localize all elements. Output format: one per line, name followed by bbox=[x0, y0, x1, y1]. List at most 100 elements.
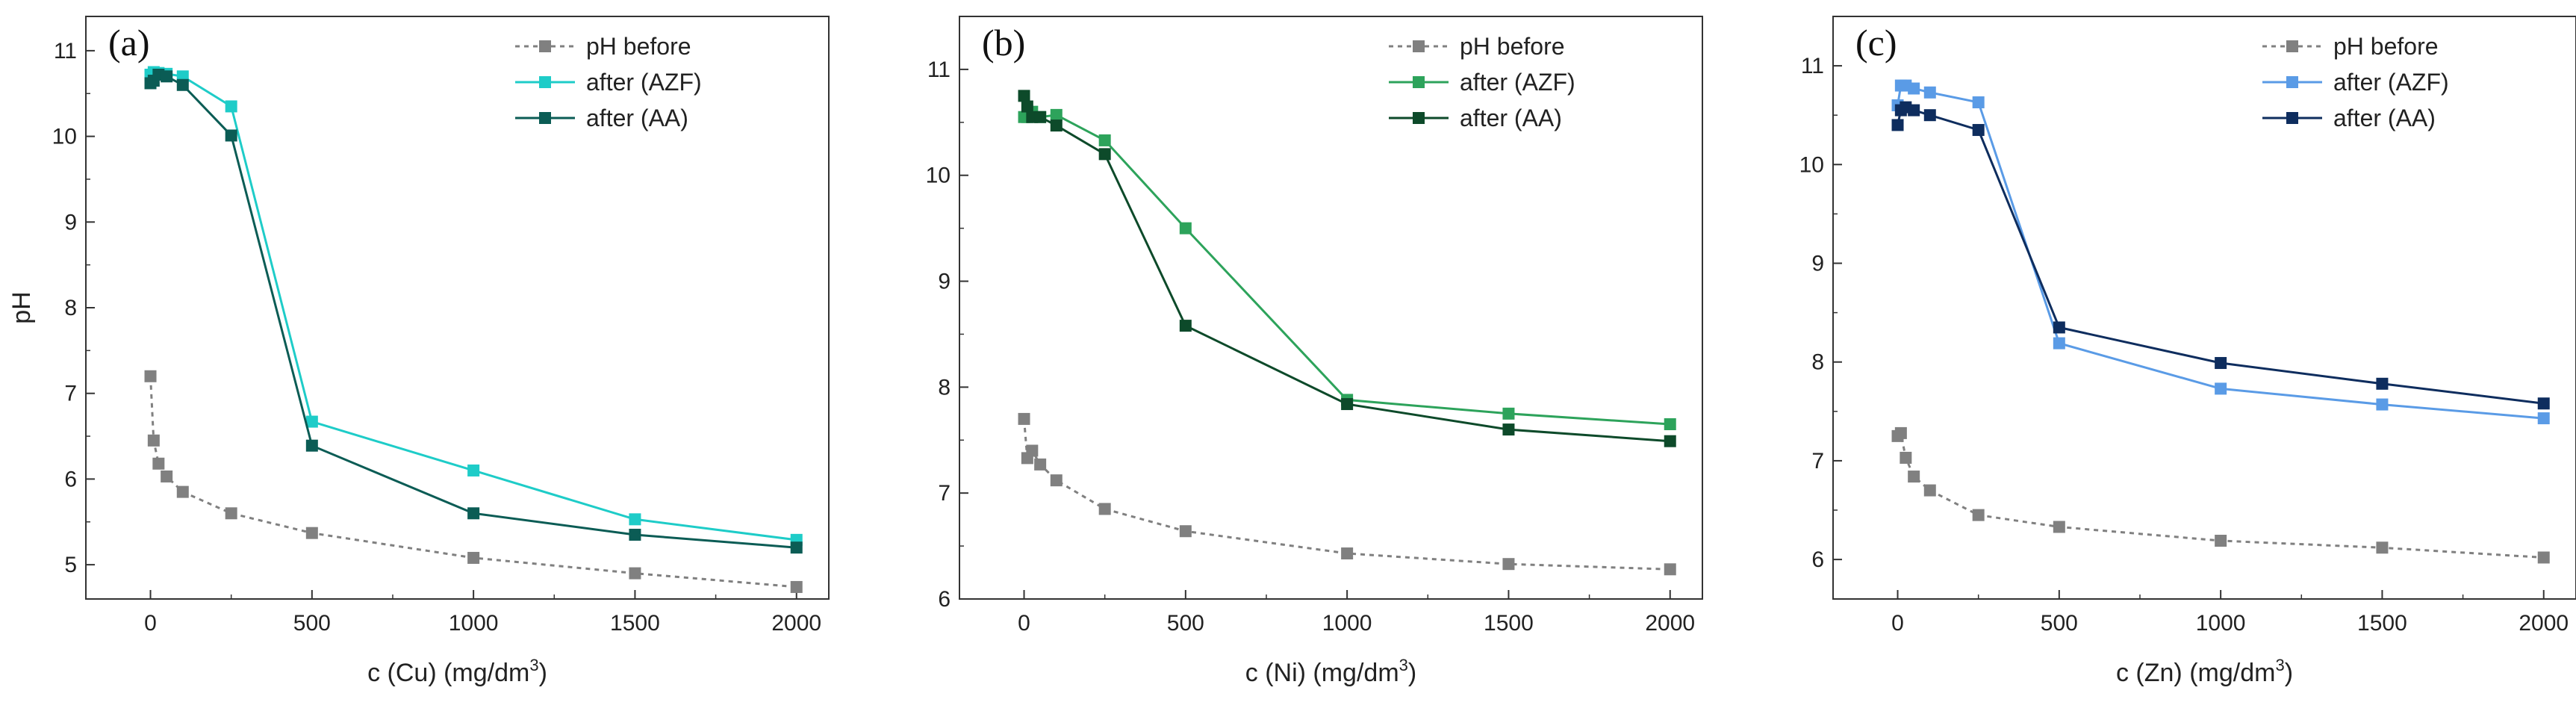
y-tick-label: 6 bbox=[64, 467, 77, 491]
panel-a: 0 500 1000 1500 2000 5 6 7 8 9 10 11 c (Cu) (mg/dm3)… bbox=[7, 16, 830, 687]
y-tick-label: 10 bbox=[1799, 152, 1824, 177]
legend-marker-after-AA bbox=[2286, 112, 2298, 124]
data-point-pH-before bbox=[1894, 426, 1907, 439]
data-point-pH-before bbox=[176, 485, 189, 498]
data-point-after-AZF bbox=[2376, 398, 2389, 411]
data-point-pH-before bbox=[144, 370, 157, 382]
data-point-after-AZF bbox=[1923, 86, 1936, 99]
data-point-after-AA bbox=[2053, 321, 2065, 334]
panel-label: (c) bbox=[1855, 22, 1897, 63]
plot-frame bbox=[85, 16, 830, 600]
y-tick-label: 9 bbox=[938, 270, 951, 294]
x-tick-label: 2000 bbox=[2519, 611, 2569, 636]
data-point-after-AA bbox=[161, 70, 173, 83]
legend-marker-after-AA bbox=[539, 112, 551, 124]
data-point-after-AZF bbox=[1050, 108, 1063, 121]
x-tick-label: 2000 bbox=[1645, 611, 1695, 636]
legend-label-after-AZF: after (AZF) bbox=[586, 69, 702, 96]
legend-marker-after-AZF bbox=[2286, 76, 2298, 88]
data-point-after-AA bbox=[1021, 100, 1033, 113]
x-axis-title-main: c (Ni) (mg/dm bbox=[1245, 659, 1399, 687]
data-point-pH-before bbox=[152, 457, 165, 470]
data-point-after-AA bbox=[305, 439, 318, 452]
x-axis-title-sup: 3 bbox=[2275, 656, 2284, 674]
series-line-pH-before bbox=[1023, 418, 1670, 571]
data-point-after-AA bbox=[1664, 435, 1676, 447]
data-point-after-AA bbox=[2215, 357, 2227, 370]
x-tick-label: 0 bbox=[144, 611, 157, 636]
data-point-after-AZF bbox=[1908, 82, 1920, 95]
y-tick-label: 6 bbox=[938, 587, 951, 612]
data-point-after-AA bbox=[1502, 423, 1515, 436]
y-tick-label: 9 bbox=[64, 210, 77, 235]
y-tick-label: 8 bbox=[64, 296, 77, 320]
data-point-after-AA bbox=[1098, 148, 1111, 161]
data-point-pH-before bbox=[2053, 521, 2065, 533]
data-point-pH-before bbox=[1900, 451, 1912, 464]
x-tick-label: 1500 bbox=[1484, 611, 1534, 636]
data-point-after-AA bbox=[1891, 119, 1904, 131]
x-tick-label: 500 bbox=[293, 611, 331, 636]
series-line-after-AA bbox=[1023, 95, 1670, 443]
series-line-after-AZF bbox=[1024, 110, 1670, 426]
data-point-after-AA bbox=[790, 541, 803, 554]
x-tick-label: 1000 bbox=[1322, 611, 1372, 636]
data-point-after-AA bbox=[2376, 377, 2389, 390]
y-tick-label: 8 bbox=[1811, 350, 1824, 375]
x-axis-title-main: c (Zn) (mg/dm bbox=[2116, 659, 2275, 687]
x-axis-title-end: ) bbox=[1408, 659, 1416, 687]
data-point-pH-before bbox=[1972, 509, 1985, 521]
x-axis-title-end: ) bbox=[2285, 659, 2293, 687]
x-tick-label: 1000 bbox=[2196, 611, 2246, 636]
x-axis-title: c (Zn) (mg/dm3) bbox=[2116, 656, 2293, 687]
data-point-after-AA bbox=[225, 129, 237, 142]
data-point-after-AA bbox=[467, 507, 480, 520]
data-point-pH-before bbox=[161, 470, 173, 482]
y-tick-label: 11 bbox=[54, 39, 77, 63]
data-point-after-AA bbox=[1050, 119, 1063, 132]
legend-label-pH-before: pH before bbox=[1460, 33, 1565, 60]
x-tick-label: 500 bbox=[1167, 611, 1204, 636]
data-point-pH-before bbox=[1050, 474, 1063, 487]
data-point-after-AA bbox=[1034, 111, 1047, 123]
data-point-pH-before bbox=[1034, 458, 1047, 471]
data-point-pH-before bbox=[1664, 563, 1676, 576]
legend-label-after-AZF: after (AZF) bbox=[2333, 69, 2449, 96]
plot-frame bbox=[1832, 16, 2576, 600]
data-point-after-AA bbox=[2537, 397, 2550, 410]
data-point-after-AA bbox=[1179, 320, 1192, 332]
data-point-pH-before bbox=[1341, 547, 1354, 560]
data-point-pH-before bbox=[1923, 484, 1936, 497]
x-axis-title: c (Ni) (mg/dm3) bbox=[1245, 656, 1416, 687]
x-axis-title-main: c (Cu) (mg/dm bbox=[367, 659, 529, 687]
data-point-after-AA bbox=[1908, 104, 1920, 117]
data-point-after-AZF bbox=[2537, 412, 2550, 425]
data-point-after-AZF bbox=[1179, 222, 1192, 235]
y-tick-label: 9 bbox=[1811, 252, 1824, 276]
legend-label-pH-before: pH before bbox=[2333, 33, 2439, 60]
x-axis-title-end: ) bbox=[539, 659, 547, 687]
data-point-pH-before bbox=[467, 551, 480, 564]
series-line-pH-before bbox=[1897, 430, 2544, 559]
plot-frame bbox=[959, 16, 1703, 600]
data-point-pH-before bbox=[1018, 412, 1030, 425]
y-tick-label: 10 bbox=[52, 125, 77, 149]
y-tick-label: 7 bbox=[64, 382, 77, 406]
x-tick-label: 0 bbox=[1018, 611, 1030, 636]
data-point-pH-before bbox=[305, 527, 318, 539]
data-point-pH-before bbox=[1098, 503, 1111, 515]
x-axis-title-sup: 3 bbox=[529, 656, 538, 674]
legend-marker-pH-before bbox=[1413, 40, 1425, 52]
data-point-after-AZF bbox=[467, 464, 480, 476]
legend-marker-pH-before bbox=[2286, 40, 2298, 52]
y-tick-label: 11 bbox=[927, 58, 951, 82]
x-tick-label: 2000 bbox=[771, 611, 821, 636]
y-tick-label: 11 bbox=[1801, 54, 1824, 78]
data-point-after-AA bbox=[1923, 109, 1936, 122]
legend-marker-after-AZF bbox=[1413, 76, 1425, 88]
y-tick-label: 5 bbox=[64, 553, 77, 577]
data-point-after-AZF bbox=[225, 100, 237, 113]
data-point-after-AZF bbox=[1098, 134, 1111, 146]
data-point-after-AZF bbox=[2215, 382, 2227, 395]
data-point-after-AZF bbox=[1664, 418, 1676, 430]
